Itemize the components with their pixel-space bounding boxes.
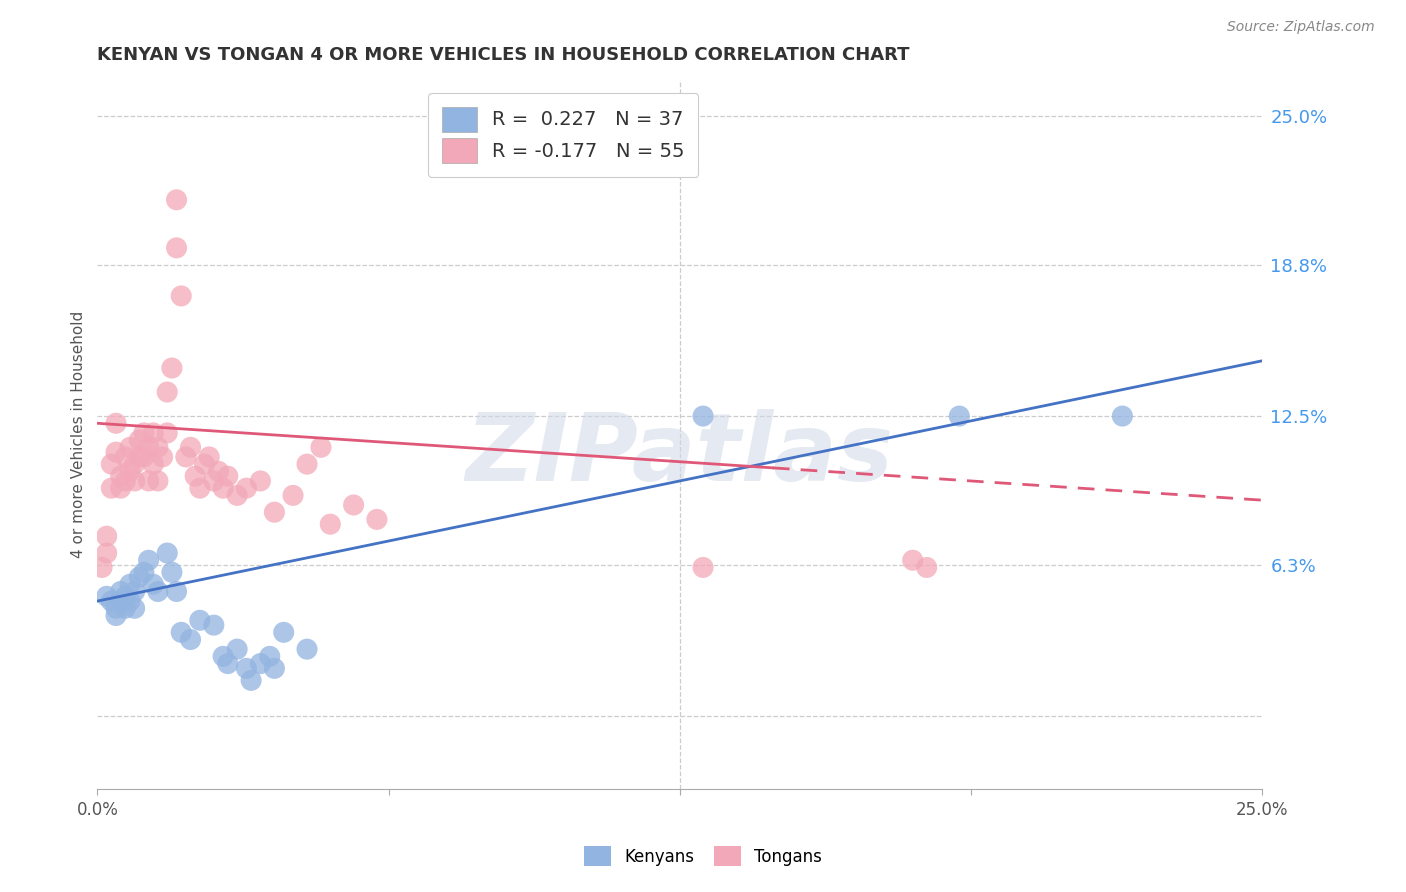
Point bbox=[91, 560, 114, 574]
Point bbox=[263, 505, 285, 519]
Point bbox=[901, 553, 924, 567]
Point bbox=[118, 464, 141, 478]
Point bbox=[138, 440, 160, 454]
Point bbox=[146, 474, 169, 488]
Text: Source: ZipAtlas.com: Source: ZipAtlas.com bbox=[1227, 20, 1375, 34]
Point bbox=[692, 409, 714, 423]
Point bbox=[249, 474, 271, 488]
Point bbox=[193, 457, 215, 471]
Point bbox=[142, 457, 165, 471]
Point bbox=[104, 608, 127, 623]
Point bbox=[96, 589, 118, 603]
Point bbox=[138, 553, 160, 567]
Point bbox=[160, 361, 183, 376]
Point bbox=[226, 488, 249, 502]
Point bbox=[259, 649, 281, 664]
Point bbox=[692, 560, 714, 574]
Point bbox=[342, 498, 364, 512]
Point bbox=[948, 409, 970, 423]
Point bbox=[128, 570, 150, 584]
Point bbox=[114, 450, 136, 464]
Point bbox=[146, 440, 169, 454]
Point bbox=[156, 425, 179, 440]
Point bbox=[96, 546, 118, 560]
Point bbox=[142, 577, 165, 591]
Point bbox=[198, 450, 221, 464]
Point bbox=[110, 584, 132, 599]
Point bbox=[146, 584, 169, 599]
Point bbox=[295, 457, 318, 471]
Point bbox=[138, 474, 160, 488]
Point bbox=[104, 445, 127, 459]
Point bbox=[217, 657, 239, 671]
Legend: Kenyans, Tongans: Kenyans, Tongans bbox=[578, 839, 828, 873]
Point bbox=[132, 425, 155, 440]
Point bbox=[188, 481, 211, 495]
Point bbox=[180, 440, 202, 454]
Point bbox=[96, 529, 118, 543]
Point bbox=[100, 457, 122, 471]
Point bbox=[114, 589, 136, 603]
Point bbox=[114, 474, 136, 488]
Point bbox=[142, 425, 165, 440]
Point bbox=[202, 474, 225, 488]
Point bbox=[132, 450, 155, 464]
Point bbox=[273, 625, 295, 640]
Point bbox=[160, 566, 183, 580]
Point bbox=[263, 661, 285, 675]
Point bbox=[281, 488, 304, 502]
Point bbox=[110, 594, 132, 608]
Point bbox=[235, 661, 257, 675]
Point bbox=[240, 673, 263, 688]
Point bbox=[156, 385, 179, 400]
Point bbox=[114, 601, 136, 615]
Point bbox=[319, 517, 342, 532]
Point bbox=[124, 474, 146, 488]
Point bbox=[166, 241, 188, 255]
Point bbox=[1111, 409, 1133, 423]
Point bbox=[217, 469, 239, 483]
Text: KENYAN VS TONGAN 4 OR MORE VEHICLES IN HOUSEHOLD CORRELATION CHART: KENYAN VS TONGAN 4 OR MORE VEHICLES IN H… bbox=[97, 46, 910, 64]
Point bbox=[118, 594, 141, 608]
Point bbox=[152, 450, 174, 464]
Point bbox=[132, 566, 155, 580]
Point bbox=[202, 618, 225, 632]
Point bbox=[170, 625, 193, 640]
Point bbox=[174, 450, 197, 464]
Point bbox=[118, 440, 141, 454]
Point bbox=[104, 601, 127, 615]
Point bbox=[100, 594, 122, 608]
Point bbox=[235, 481, 257, 495]
Point bbox=[118, 577, 141, 591]
Point bbox=[184, 469, 207, 483]
Point bbox=[104, 417, 127, 431]
Point bbox=[212, 481, 235, 495]
Point bbox=[124, 457, 146, 471]
Point bbox=[170, 289, 193, 303]
Point bbox=[180, 632, 202, 647]
Point bbox=[366, 512, 388, 526]
Point bbox=[166, 193, 188, 207]
Point bbox=[226, 642, 249, 657]
Point bbox=[166, 584, 188, 599]
Point bbox=[309, 440, 332, 454]
Point bbox=[188, 613, 211, 627]
Point bbox=[128, 433, 150, 447]
Point bbox=[295, 642, 318, 657]
Point bbox=[124, 584, 146, 599]
Point bbox=[128, 450, 150, 464]
Text: ZIPatlas: ZIPatlas bbox=[465, 409, 894, 501]
Point bbox=[110, 481, 132, 495]
Point bbox=[110, 469, 132, 483]
Point bbox=[156, 546, 179, 560]
Point bbox=[100, 481, 122, 495]
Point bbox=[249, 657, 271, 671]
Point bbox=[207, 464, 229, 478]
Point bbox=[915, 560, 938, 574]
Point bbox=[212, 649, 235, 664]
Y-axis label: 4 or more Vehicles in Household: 4 or more Vehicles in Household bbox=[72, 310, 86, 558]
Point bbox=[124, 601, 146, 615]
Legend: R =  0.227   N = 37, R = -0.177   N = 55: R = 0.227 N = 37, R = -0.177 N = 55 bbox=[429, 93, 699, 177]
